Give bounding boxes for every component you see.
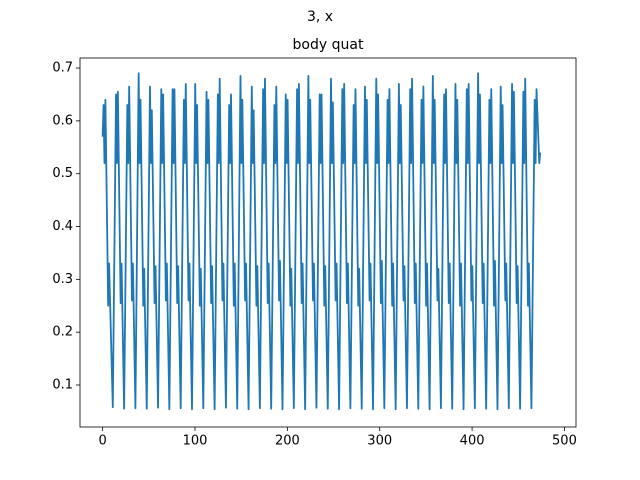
y-tick-label: 0.1	[52, 378, 73, 393]
y-tick-label: 0.4	[52, 219, 73, 234]
axes-frame	[79, 57, 577, 428]
x-tick-label: 200	[275, 434, 300, 449]
x-tick-label: 500	[552, 434, 577, 449]
y-tick-label: 0.2	[52, 325, 73, 340]
y-tick-label: 0.5	[52, 166, 73, 181]
x-tick-label: 400	[460, 434, 485, 449]
chart-title: body quat	[293, 37, 364, 53]
data-line	[101, 72, 542, 411]
x-tick-label: 0	[98, 434, 106, 449]
x-tick-label: 100	[183, 434, 208, 449]
y-tick-label: 0.7	[52, 61, 73, 76]
y-tick-label: 0.3	[52, 272, 73, 287]
suptitle: 3, x	[307, 9, 333, 25]
y-tick-label: 0.6	[52, 113, 73, 128]
x-tick-label: 300	[367, 434, 392, 449]
